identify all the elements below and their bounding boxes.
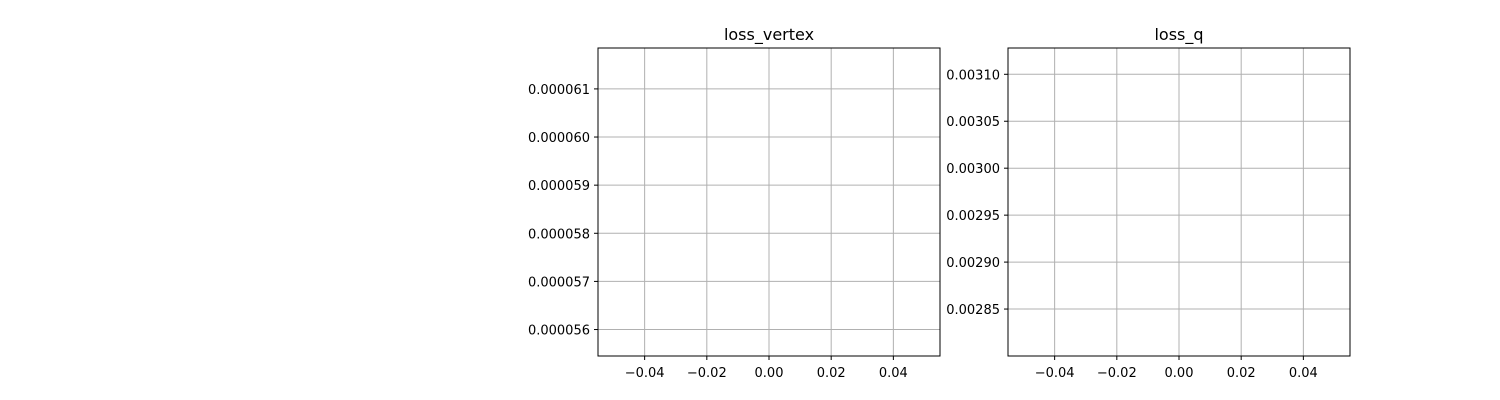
subplot-1: −0.04 −0.02 0.00 0.02 0.04 0.000056 0.000057 0.…	[528, 25, 941, 381]
x-tick-label: −0.04	[625, 366, 665, 381]
y-tick-label: 0.000056	[528, 324, 590, 339]
x-tick-label: −0.02	[1097, 366, 1137, 381]
y-tick-label: 0.000060	[528, 131, 590, 146]
x-tick-label: 0.00	[1165, 366, 1194, 381]
y-tick-label: 0.00295	[946, 209, 1000, 224]
chart-title: loss_q	[1154, 25, 1203, 45]
plots: −0.04 −0.02 0.00 0.02 0.04 0.000056 0.000057 0.…	[528, 25, 1351, 381]
y-tick-label: 0.00300	[946, 162, 1000, 177]
x-tick-label: 0.04	[879, 366, 908, 381]
y-tick-label: 0.000058	[528, 227, 590, 242]
x-tick-label: −0.02	[687, 366, 727, 381]
y-tick-label: 0.000061	[528, 83, 590, 98]
x-tick-label: 0.02	[817, 366, 846, 381]
y-tick-label: 0.00290	[946, 256, 1000, 271]
y-tick-label: 0.00305	[946, 115, 1000, 130]
y-tick-label: 0.000057	[528, 275, 590, 290]
y-tick-label: 0.00310	[946, 68, 1000, 83]
x-tick-label: −0.04	[1035, 366, 1075, 381]
chart-title: loss_vertex	[724, 25, 814, 45]
y-tick-label: 0.00285	[946, 303, 1000, 318]
x-tick-label: 0.00	[755, 366, 784, 381]
x-tick-label: 0.02	[1227, 366, 1256, 381]
y-tick-label: 0.000059	[528, 179, 590, 194]
x-tick-label: 0.04	[1289, 366, 1318, 381]
subplot-2: −0.04 −0.02 0.00 0.02 0.04 0.00285 0.00290 0.00…	[946, 25, 1351, 381]
